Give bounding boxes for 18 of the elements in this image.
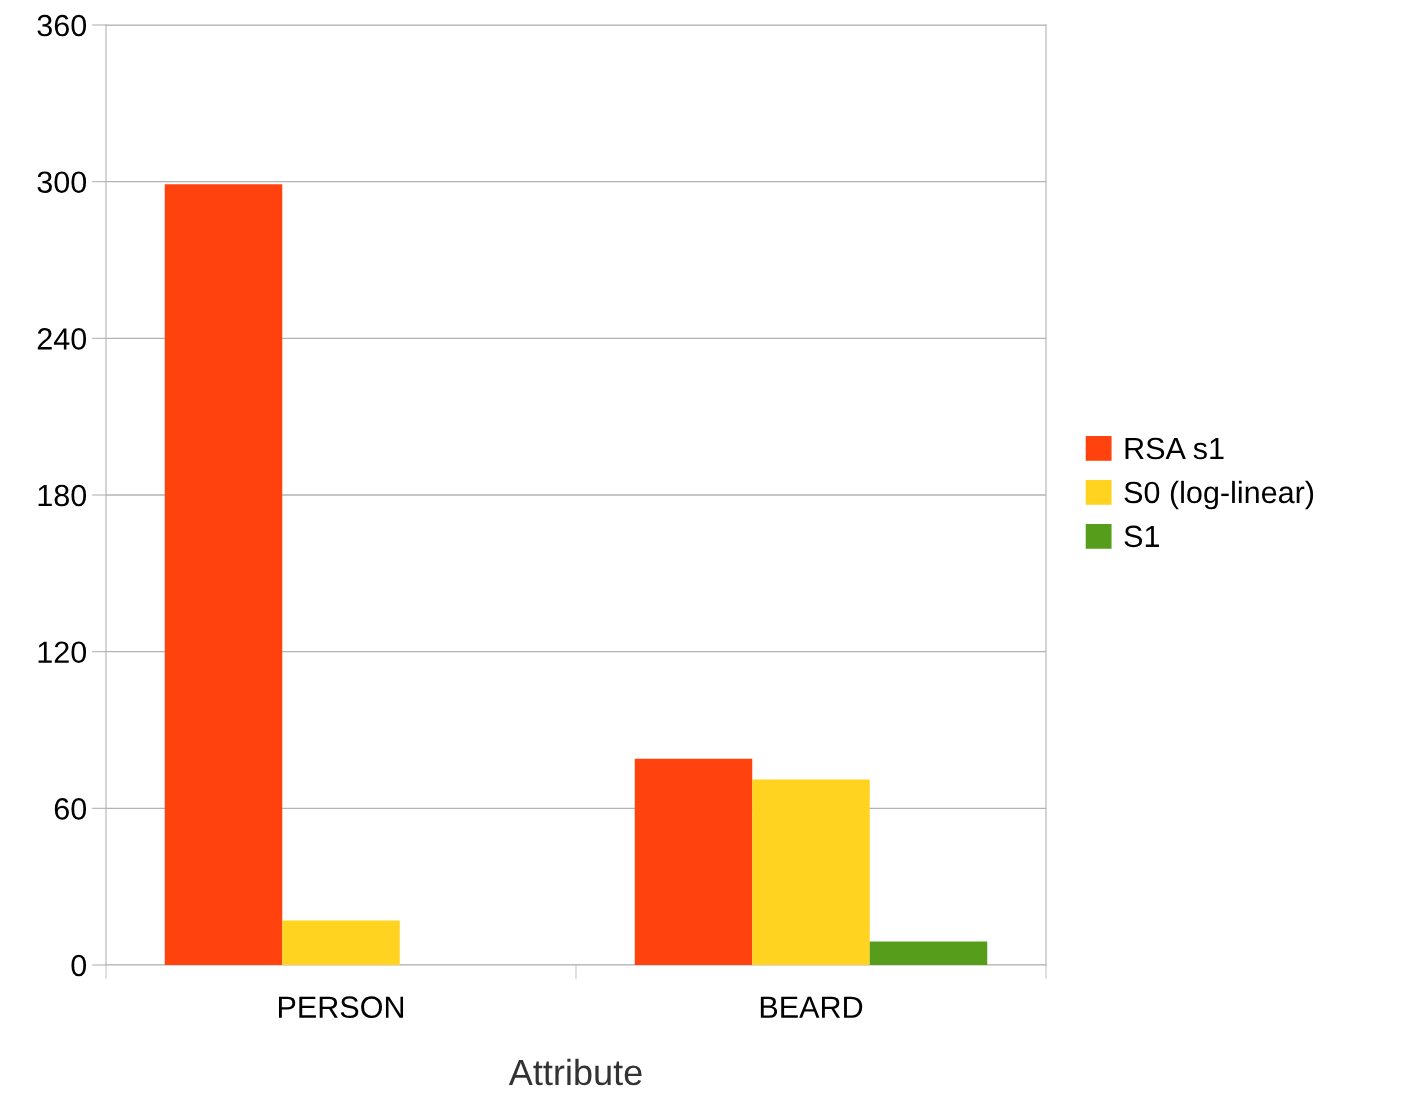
y-tick-label: 120 (38, 641, 87, 664)
bar (752, 779, 870, 965)
bar (282, 920, 400, 965)
bar (634, 758, 753, 965)
y-tick-label: 60 (54, 798, 87, 820)
x-axis-title: Attribute (508, 1058, 642, 1086)
legend-label: RSA s1 (1125, 437, 1224, 460)
x-tick-label: BEARD (760, 996, 863, 1018)
y-tick-label: 180 (38, 484, 87, 507)
bar (164, 184, 283, 965)
legend-label: S1 (1124, 525, 1159, 548)
y-tick-label: 0 (71, 954, 87, 977)
legend-label: S0 (log-linear) (1124, 480, 1314, 510)
bar (869, 941, 988, 965)
y-tick-label: 360 (37, 14, 87, 37)
y-tick-label: 240 (37, 328, 87, 350)
x-tick-label: PERSON (278, 996, 404, 1018)
y-tick-label: 300 (37, 171, 87, 194)
